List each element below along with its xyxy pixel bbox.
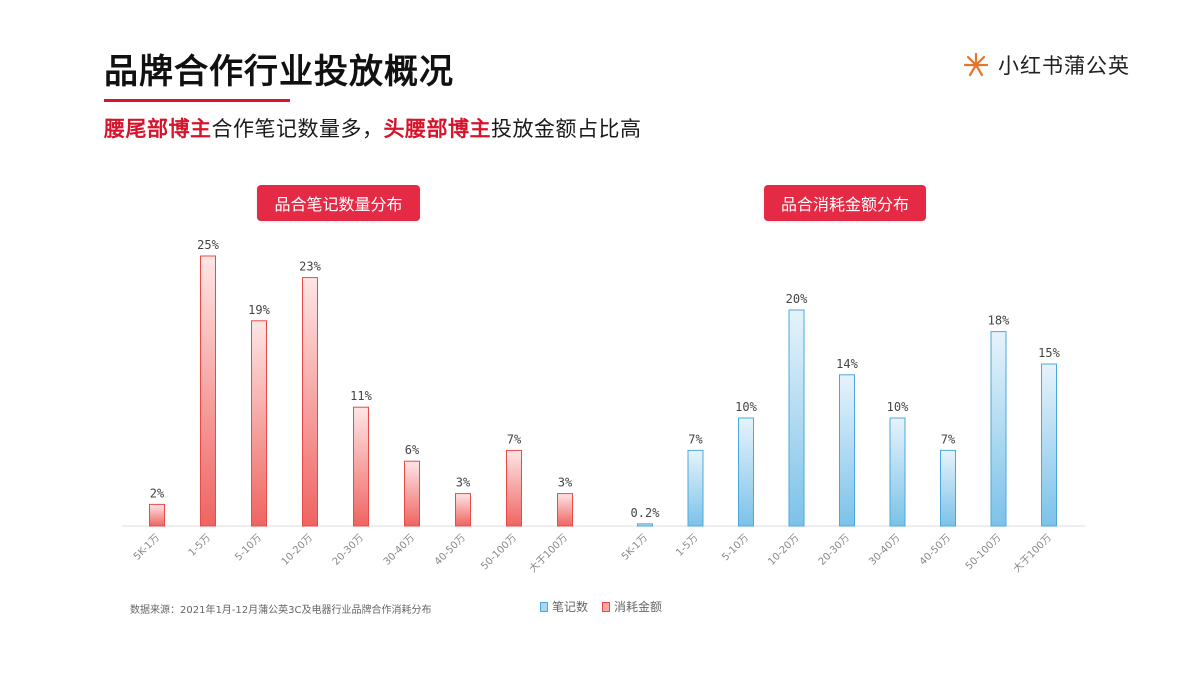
spend-category-label-3: 10-20万 <box>766 532 801 567</box>
notes-category-label-5: 30-40万 <box>382 532 417 567</box>
notes-bar-8 <box>557 493 573 527</box>
notes-bar-5 <box>404 460 420 527</box>
spend-category-label-5: 30-40万 <box>867 532 902 567</box>
data-source-note: 数据来源：2021年1月-12月蒲公英3C及电器行业品牌合作消耗分布 <box>130 605 432 616</box>
notes-bar-4 <box>353 406 369 527</box>
notes-value-label-3: 23% <box>299 260 321 274</box>
spend-value-label-8: 15% <box>1038 346 1060 360</box>
subtitle: 腰尾部博主合作笔记数量多，头腰部博主投放金额占比高 <box>104 113 642 143</box>
legend-item-spend: 消耗金额 <box>602 598 662 615</box>
notes-value-label-5: 6% <box>405 443 420 457</box>
legend-swatch-blue <box>540 601 548 612</box>
legend-label-notes: 笔记数 <box>552 600 589 614</box>
spend-value-label-1: 7% <box>688 432 703 446</box>
spend-value-label-6: 7% <box>941 432 956 446</box>
notes-value-label-2: 19% <box>248 303 270 317</box>
notes-bar-6 <box>455 493 471 527</box>
notes-category-label-2: 5-10万 <box>233 532 264 563</box>
spend-bar-0 <box>637 523 653 527</box>
notes-value-label-6: 3% <box>456 476 471 490</box>
spend-bar-6 <box>940 449 956 527</box>
notes-category-label-4: 20-30万 <box>331 532 366 567</box>
spend-category-label-0: 5K-1万 <box>620 532 650 562</box>
page-title: 品牌合作行业投放概况 <box>104 52 454 92</box>
subtitle-highlight-2: 头腰部博主 <box>383 117 491 141</box>
left-panel-label: 品合笔记数量分布 <box>257 185 420 221</box>
dandelion-icon <box>963 52 989 77</box>
spend-category-label-2: 5-10万 <box>720 532 751 563</box>
notes-bar-2 <box>251 320 267 527</box>
notes-bar-1 <box>200 255 216 527</box>
chart-legend: 笔记数 消耗金额 <box>540 598 662 615</box>
notes-value-label-8: 3% <box>558 476 573 490</box>
spend-value-label-5: 10% <box>887 400 909 414</box>
subtitle-text-1: 合作笔记数量多， <box>211 117 384 141</box>
spend-value-label-7: 18% <box>988 314 1010 328</box>
subtitle-highlight-1: 腰尾部博主 <box>104 117 212 141</box>
bars-layer: 2% 5K-1万 25% 1-5万 19% 5-10万 23% 10-20万 11% 20-30万… <box>132 238 1061 575</box>
spend-value-label-2: 10% <box>735 400 757 414</box>
spend-category-label-7: 50-100万 <box>964 532 1004 572</box>
spend-bar-1 <box>687 449 704 527</box>
legend-swatch-red <box>602 601 611 612</box>
spend-value-label-3: 20% <box>786 292 808 306</box>
title-underline <box>104 99 290 102</box>
logo-text: 小红书蒲公英 <box>998 54 1130 78</box>
notes-category-label-0: 5K-1万 <box>132 532 162 562</box>
notes-bar-3 <box>302 277 318 527</box>
notes-category-label-6: 40-50万 <box>433 532 468 567</box>
notes-bar-7 <box>506 449 522 527</box>
notes-value-label-0: 2% <box>150 486 165 500</box>
notes-bar-0 <box>149 503 165 527</box>
spend-bar-7 <box>990 331 1007 527</box>
spend-category-label-4: 20-30万 <box>817 532 852 567</box>
spend-bar-8 <box>1041 363 1057 527</box>
spend-bar-5 <box>889 417 906 527</box>
notes-value-label-1: 25% <box>197 238 219 252</box>
notes-value-label-7: 7% <box>507 432 522 446</box>
spend-value-label-0: 0.2% <box>631 506 661 520</box>
notes-category-label-3: 10-20万 <box>280 532 315 567</box>
spend-bar-2 <box>738 417 754 527</box>
legend-item-notes: 笔记数 <box>540 598 588 615</box>
spend-bar-4 <box>839 374 855 527</box>
legend-label-spend: 消耗金额 <box>614 600 663 614</box>
spend-category-label-6: 40-50万 <box>918 532 953 567</box>
notes-category-label-1: 1-5万 <box>187 532 213 558</box>
notes-category-label-7: 50-100万 <box>479 532 519 572</box>
spend-value-label-4: 14% <box>836 357 858 371</box>
notes-category-label-8: 大于100万 <box>526 531 570 575</box>
spend-bar-3 <box>788 309 805 527</box>
brand-logo: 小红书蒲公英 <box>962 50 1130 80</box>
notes-value-label-4: 11% <box>350 389 372 403</box>
spend-category-label-8: 大于100万 <box>1010 531 1054 575</box>
spend-category-label-1: 1-5万 <box>674 532 700 558</box>
subtitle-text-2: 投放金额占比高 <box>491 117 642 141</box>
right-panel-label: 品合消耗金额分布 <box>764 185 926 221</box>
